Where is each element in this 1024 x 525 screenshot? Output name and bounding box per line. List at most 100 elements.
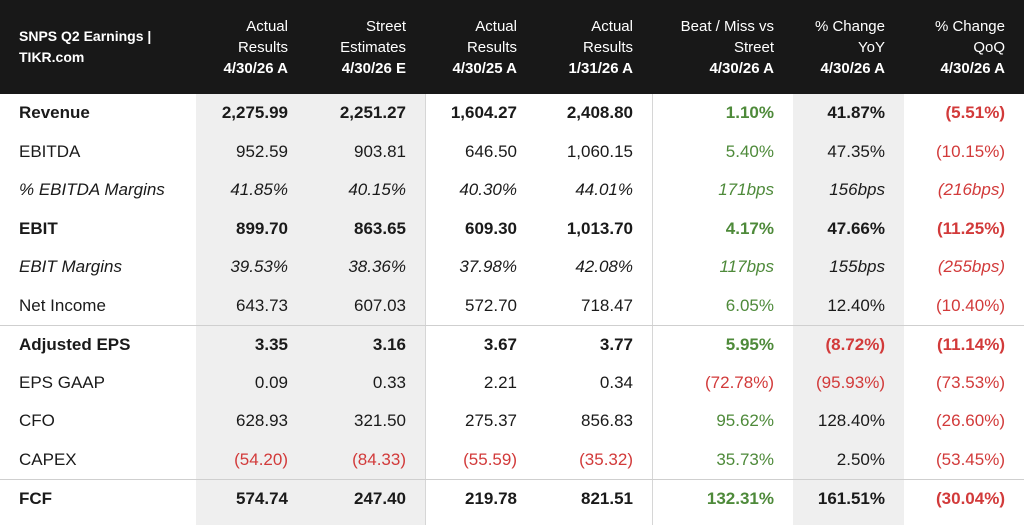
value-cell: (35.32): [579, 449, 633, 469]
column-header-date: 4/30/26 E: [341, 59, 406, 77]
column-header-date: 4/30/26 A: [709, 59, 775, 77]
yoy-change-cell: 156bps: [829, 180, 885, 200]
value-cell: 863.65: [354, 218, 406, 238]
value-cell: 899.70: [236, 218, 288, 238]
value-cell: 607.03: [354, 295, 406, 315]
row-label: Revenue: [19, 103, 90, 123]
beat-cell: (72.78%): [705, 372, 774, 392]
beat-cell: 171bps: [718, 180, 774, 200]
column-header: Actual Results 1/31/26 A: [536, 0, 652, 94]
shade-actual-col: [196, 94, 307, 525]
value-cell: 1,604.27: [450, 103, 517, 123]
row-label: CAPEX: [19, 449, 77, 469]
qoq-change-cell: (11.25%): [936, 218, 1005, 238]
beat-cell: 6.05%: [725, 295, 774, 315]
qoq-change-cell: (73.53%): [936, 372, 1005, 392]
column-header-date: 1/31/26 A: [568, 59, 634, 77]
value-cell: 2,408.80: [566, 103, 633, 123]
column-header: Actual Results 4/30/26 A: [196, 0, 307, 94]
column-header-label: Actual Results: [582, 17, 633, 56]
row-label: Net Income: [19, 295, 106, 315]
qoq-change-cell: (10.40%): [936, 295, 1005, 315]
column-header-label: % Change YoY: [814, 17, 885, 56]
yoy-change-cell: (8.72%): [793, 324, 904, 364]
column-header: % Change YoY 4/30/26 A: [793, 0, 904, 94]
value-cell: 609.30: [465, 218, 517, 238]
beat-cell: 5.95%: [652, 324, 793, 364]
column-header-date: 4/30/26 A: [820, 59, 886, 77]
beat-cell: 95.62%: [716, 411, 774, 431]
row-label: EPS GAAP: [19, 372, 105, 392]
table-row: CFO 628.93 321.50 275.37 856.83 95.62% 128.40%…: [0, 402, 1024, 441]
value-cell: 646.50: [465, 141, 517, 161]
beat-cell: 132.31%: [652, 478, 793, 518]
value-cell: 1,013.70: [566, 218, 633, 238]
shade-yoy-col: [793, 94, 904, 525]
column-header-date: 4/30/25 A: [452, 59, 518, 77]
value-cell: 718.47: [581, 295, 633, 315]
table-row: EBITDA 952.59 903.81 646.50 1,060.15 5.40% 47.…: [0, 133, 1024, 172]
value-cell: 39.53%: [230, 257, 288, 277]
yoy-change-cell: 155bps: [829, 257, 885, 277]
column-divider: [652, 94, 653, 525]
column-header: Actual Results 4/30/25 A: [425, 0, 536, 94]
value-cell: 40.30%: [459, 180, 517, 200]
yoy-change-cell: 161.51%: [793, 478, 904, 518]
column-divider: [425, 94, 426, 525]
value-cell: 574.74: [196, 478, 307, 518]
table-row: EBIT 899.70 863.65 609.30 1,013.70 4.17% 47.66…: [0, 210, 1024, 249]
qoq-change-cell: (11.14%): [904, 324, 1024, 364]
value-cell: 219.78: [425, 478, 536, 518]
table-row: Revenue 2,275.99 2,251.27 1,604.27 2,408.80 1…: [0, 94, 1024, 133]
column-header-date: 4/30/26 A: [940, 59, 1006, 77]
row-label: CFO: [19, 411, 55, 431]
value-cell: 2,251.27: [339, 103, 406, 123]
value-cell: 38.36%: [348, 257, 406, 277]
value-cell: 42.08%: [575, 257, 633, 277]
value-cell: 0.33: [372, 372, 406, 392]
table-row: EBIT Margins 39.53% 38.36% 37.98% 42.08% 117b…: [0, 248, 1024, 287]
row-label: Adjusted EPS: [0, 324, 196, 364]
value-cell: 572.70: [465, 295, 517, 315]
value-cell: 628.93: [236, 411, 288, 431]
value-cell: 3.35: [196, 324, 307, 364]
table-header: SNPS Q2 Earnings | TIKR.com Actual Resul…: [0, 0, 1024, 94]
table-title: SNPS Q2 Earnings | TIKR.com: [19, 28, 152, 65]
value-cell: 40.15%: [348, 180, 406, 200]
value-cell: 856.83: [581, 411, 633, 431]
value-cell: 952.59: [236, 141, 288, 161]
table-row: % EBITDA Margins 41.85% 40.15% 40.30% 44.01%…: [0, 171, 1024, 210]
value-cell: 643.73: [236, 295, 288, 315]
column-header-label: Actual Results: [237, 17, 288, 56]
table-row: Net Income 643.73 607.03 572.70 718.47 6.05% 1…: [0, 287, 1024, 326]
yoy-change-cell: (95.93%): [816, 372, 885, 392]
value-cell: 3.67: [425, 324, 536, 364]
value-cell: 1,060.15: [566, 141, 633, 161]
beat-cell: 35.73%: [716, 449, 774, 469]
table-body: Revenue 2,275.99 2,251.27 1,604.27 2,408.80 1…: [0, 94, 1024, 518]
column-header-label: Beat / Miss vs Street: [680, 17, 774, 56]
yoy-change-cell: 2.50%: [836, 449, 885, 469]
value-cell: 3.77: [536, 324, 652, 364]
row-label: EBIT Margins: [19, 257, 122, 277]
value-cell: 0.34: [599, 372, 633, 392]
beat-cell: 1.10%: [725, 103, 774, 123]
qoq-change-cell: (255bps): [937, 257, 1005, 277]
yoy-change-cell: 128.40%: [817, 411, 885, 431]
beat-cell: 5.40%: [725, 141, 774, 161]
table-row: EPS GAAP 0.09 0.33 2.21 0.34 (72.78%) (95.93%)…: [0, 364, 1024, 403]
value-cell: 3.16: [307, 324, 425, 364]
column-header-label: Street Estimates: [340, 17, 406, 56]
row-label: EBIT: [19, 218, 58, 238]
column-header-date: 4/30/26 A: [223, 59, 289, 77]
row-label: FCF: [0, 478, 196, 518]
yoy-change-cell: 12.40%: [827, 295, 885, 315]
value-cell: 321.50: [354, 411, 406, 431]
qoq-change-cell: (5.51%): [945, 103, 1005, 123]
value-cell: (55.59): [463, 449, 517, 469]
column-header: % Change QoQ 4/30/26 A: [904, 0, 1024, 94]
value-cell: 44.01%: [575, 180, 633, 200]
qoq-change-cell: (30.04%): [904, 478, 1024, 518]
shade-street-col: [307, 94, 425, 525]
row-label: % EBITDA Margins: [19, 180, 165, 200]
